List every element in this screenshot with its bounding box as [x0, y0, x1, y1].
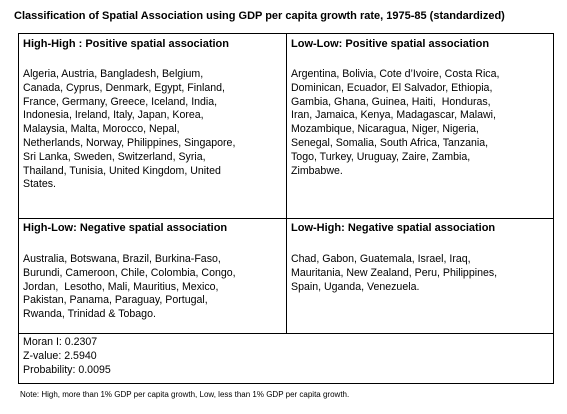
quadrant-heading: Low-High: Negative spatial association: [291, 222, 496, 234]
country-line: Thailand, Tunisia, United Kingdom, Unite…: [23, 164, 221, 177]
quadrant-heading: High-Low: Negative spatial association: [23, 222, 228, 234]
country-line: Netherlands, Norway, Philippines, Singap…: [23, 137, 236, 149]
country-line: Malaysia, Malta, Morocco, Nepal,: [23, 123, 180, 136]
table: High-High : Positive spatial association…: [18, 33, 554, 384]
country-line: Jordan, Lesotho, Mali, Mauritius, Mexico…: [23, 280, 219, 293]
country-line: Algeria, Austria, Bangladesh, Belgium,: [23, 68, 204, 80]
country-line: Zimbabwe.: [291, 164, 343, 177]
quadrant-heading: High-High : Positive spatial association: [23, 38, 229, 50]
country-line: Argentina, Bolivia, Cote d’Ivoire, Costa…: [291, 68, 500, 80]
country-line: Dominican, Ecuador, El Salvador, Ethiopi…: [291, 81, 493, 94]
country-line: Togo, Turkey, Uruguay, Zaire, Zambia,: [291, 150, 471, 163]
note: Note: High, more than 1% GDP per capita …: [20, 390, 350, 399]
quadrant-heading: Low-Low: Positive spatial association: [291, 38, 490, 50]
country-line: States.: [23, 178, 56, 191]
row-divider: [19, 333, 553, 334]
country-line: Burundi, Cameroon, Chile, Colombia, Cong…: [23, 266, 236, 279]
country-line: France, Germany, Greece, Iceland, India,: [23, 95, 218, 108]
statistic: Probability: 0.0095: [23, 364, 111, 376]
country-line: Indonesia, Ireland, Italy, Japan, Korea,: [23, 109, 204, 122]
country-line: Pakistan, Panama, Paraguay, Portugal,: [23, 294, 208, 307]
country-line: Australia, Botswana, Brazil, Burkina-Fas…: [23, 253, 221, 265]
column-divider: [286, 34, 287, 333]
country-line: Rwanda, Trinidad & Tobago.: [23, 308, 156, 321]
country-line: Sri Lanka, Sweden, Switzerland, Syria,: [23, 150, 206, 163]
country-line: Mauritania, New Zealand, Peru, Philippin…: [291, 266, 498, 279]
country-line: Chad, Gabon, Guatemala, Israel, Iraq,: [291, 253, 471, 265]
country-line: Senegal, Somalia, South Africa, Tanzania…: [291, 137, 489, 149]
statistic: Z-value: 2.5940: [23, 350, 97, 362]
country-line: Spain, Uganda, Venezuela.: [291, 280, 420, 293]
statistic: Moran I: 0.2307: [23, 336, 98, 348]
country-line: Iran, Jamaica, Kenya, Madagascar, Malawi…: [291, 109, 496, 122]
title: Classification of Spatial Association us…: [14, 10, 505, 22]
country-line: Mozambique, Nicaragua, Niger, Nigeria,: [291, 123, 479, 136]
country-line: Canada, Cyprus, Denmark, Egypt, Finland,: [23, 81, 225, 94]
country-line: Gambia, Ghana, Guinea, Haiti, Honduras,: [291, 95, 491, 108]
